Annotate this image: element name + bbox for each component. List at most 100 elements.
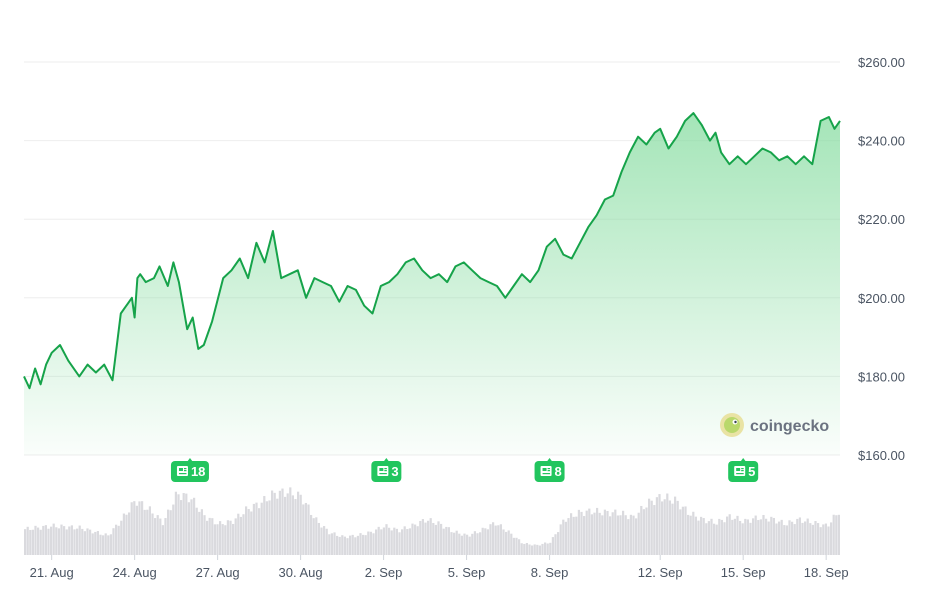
volume-bar	[515, 537, 518, 555]
volume-bar	[640, 505, 643, 555]
volume-bar	[99, 534, 102, 555]
volume-bar	[42, 525, 45, 555]
volume-bar	[395, 528, 398, 555]
news-badge[interactable]: 5	[728, 458, 759, 482]
volume-bar	[138, 501, 141, 555]
volume-bar	[718, 518, 721, 555]
news-badge[interactable]: 18	[170, 458, 209, 482]
volume-bar	[772, 517, 775, 555]
volume-bar	[349, 535, 352, 555]
volume-bar	[364, 535, 367, 555]
volume-bar	[692, 511, 695, 555]
volume-bar	[26, 526, 29, 555]
price-line[interactable]	[23, 112, 841, 390]
volume-bar	[655, 497, 658, 555]
volume-bar	[837, 514, 840, 555]
volume-bar	[557, 532, 560, 555]
volume-bar	[590, 514, 593, 555]
news-markers[interactable]: 18 3 8 5	[170, 458, 759, 482]
volume-bar	[195, 507, 198, 555]
volume-bar	[388, 527, 391, 555]
volume-bar	[29, 529, 32, 555]
news-badge[interactable]: 3	[371, 458, 402, 482]
volume-bar	[593, 512, 596, 555]
volume-bar	[117, 525, 120, 555]
y-tick-label: $240.00	[858, 134, 905, 149]
volume-bar	[185, 493, 188, 555]
volume-bar	[211, 518, 214, 555]
volume-bar	[544, 542, 547, 555]
y-tick-label: $260.00	[858, 55, 905, 70]
volume-bar	[499, 524, 502, 555]
volume-bar	[333, 532, 336, 555]
volume-bar	[598, 512, 601, 555]
volume-bar	[723, 522, 726, 555]
volume-bar	[788, 520, 791, 555]
volume-bar	[73, 529, 76, 555]
volume-bar	[177, 494, 180, 555]
volume-bar	[120, 520, 123, 555]
volume-bar	[232, 523, 235, 555]
volume-bar	[151, 513, 154, 555]
volume-bar	[715, 524, 718, 555]
volume-bar	[255, 502, 258, 555]
volume-bar	[89, 529, 92, 555]
newspaper-icon	[540, 466, 552, 476]
volume-bar	[653, 505, 656, 555]
news-count: 8	[555, 464, 562, 479]
volume-bar	[133, 501, 136, 555]
volume-bar	[39, 529, 42, 555]
volume-bar	[330, 533, 333, 555]
volume-bar	[385, 524, 388, 555]
volume-bar	[778, 521, 781, 555]
volume-bar	[471, 533, 474, 555]
volume-bars	[24, 487, 840, 555]
volume-bar	[741, 523, 744, 555]
volume-bar	[312, 518, 315, 555]
volume-bar	[250, 511, 253, 555]
volume-bar	[739, 520, 742, 555]
volume-bar	[76, 528, 79, 555]
volume-bar	[37, 527, 40, 555]
volume-bar	[408, 528, 411, 555]
volume-bar	[629, 514, 632, 555]
volume-bar	[304, 502, 307, 555]
volume-bar	[172, 504, 175, 555]
y-tick-label: $220.00	[858, 212, 905, 227]
volume-bar	[356, 535, 359, 555]
volume-bar	[44, 525, 47, 555]
volume-bar	[510, 533, 513, 555]
volume-bar	[447, 527, 450, 555]
volume-bar	[24, 529, 27, 555]
volume-bar	[164, 518, 167, 555]
volume-bar	[765, 518, 768, 555]
volume-bar	[143, 509, 146, 555]
volume-bar	[801, 522, 804, 555]
volume-bar	[622, 510, 625, 555]
newspaper-icon	[734, 466, 746, 476]
volume-bar	[775, 523, 778, 555]
volume-bar	[720, 519, 723, 555]
volume-bar	[835, 515, 838, 555]
volume-bar	[624, 515, 627, 555]
volume-bar	[107, 535, 110, 555]
volume-bar	[440, 523, 443, 555]
volume-bar	[832, 514, 835, 555]
volume-bar	[65, 529, 68, 555]
price-area	[24, 113, 840, 455]
volume-bar	[343, 536, 346, 555]
volume-bar	[315, 517, 318, 555]
volume-bar	[424, 522, 427, 555]
volume-bar	[47, 528, 50, 555]
volume-bar	[661, 501, 664, 555]
volume-bar	[687, 514, 690, 555]
volume-bar	[193, 497, 196, 555]
volume-bar	[663, 499, 666, 555]
news-badge[interactable]: 8	[534, 458, 565, 482]
volume-bar	[310, 514, 313, 555]
volume-bar	[359, 533, 362, 555]
volume-bar	[203, 515, 206, 555]
volume-bar	[167, 509, 170, 555]
